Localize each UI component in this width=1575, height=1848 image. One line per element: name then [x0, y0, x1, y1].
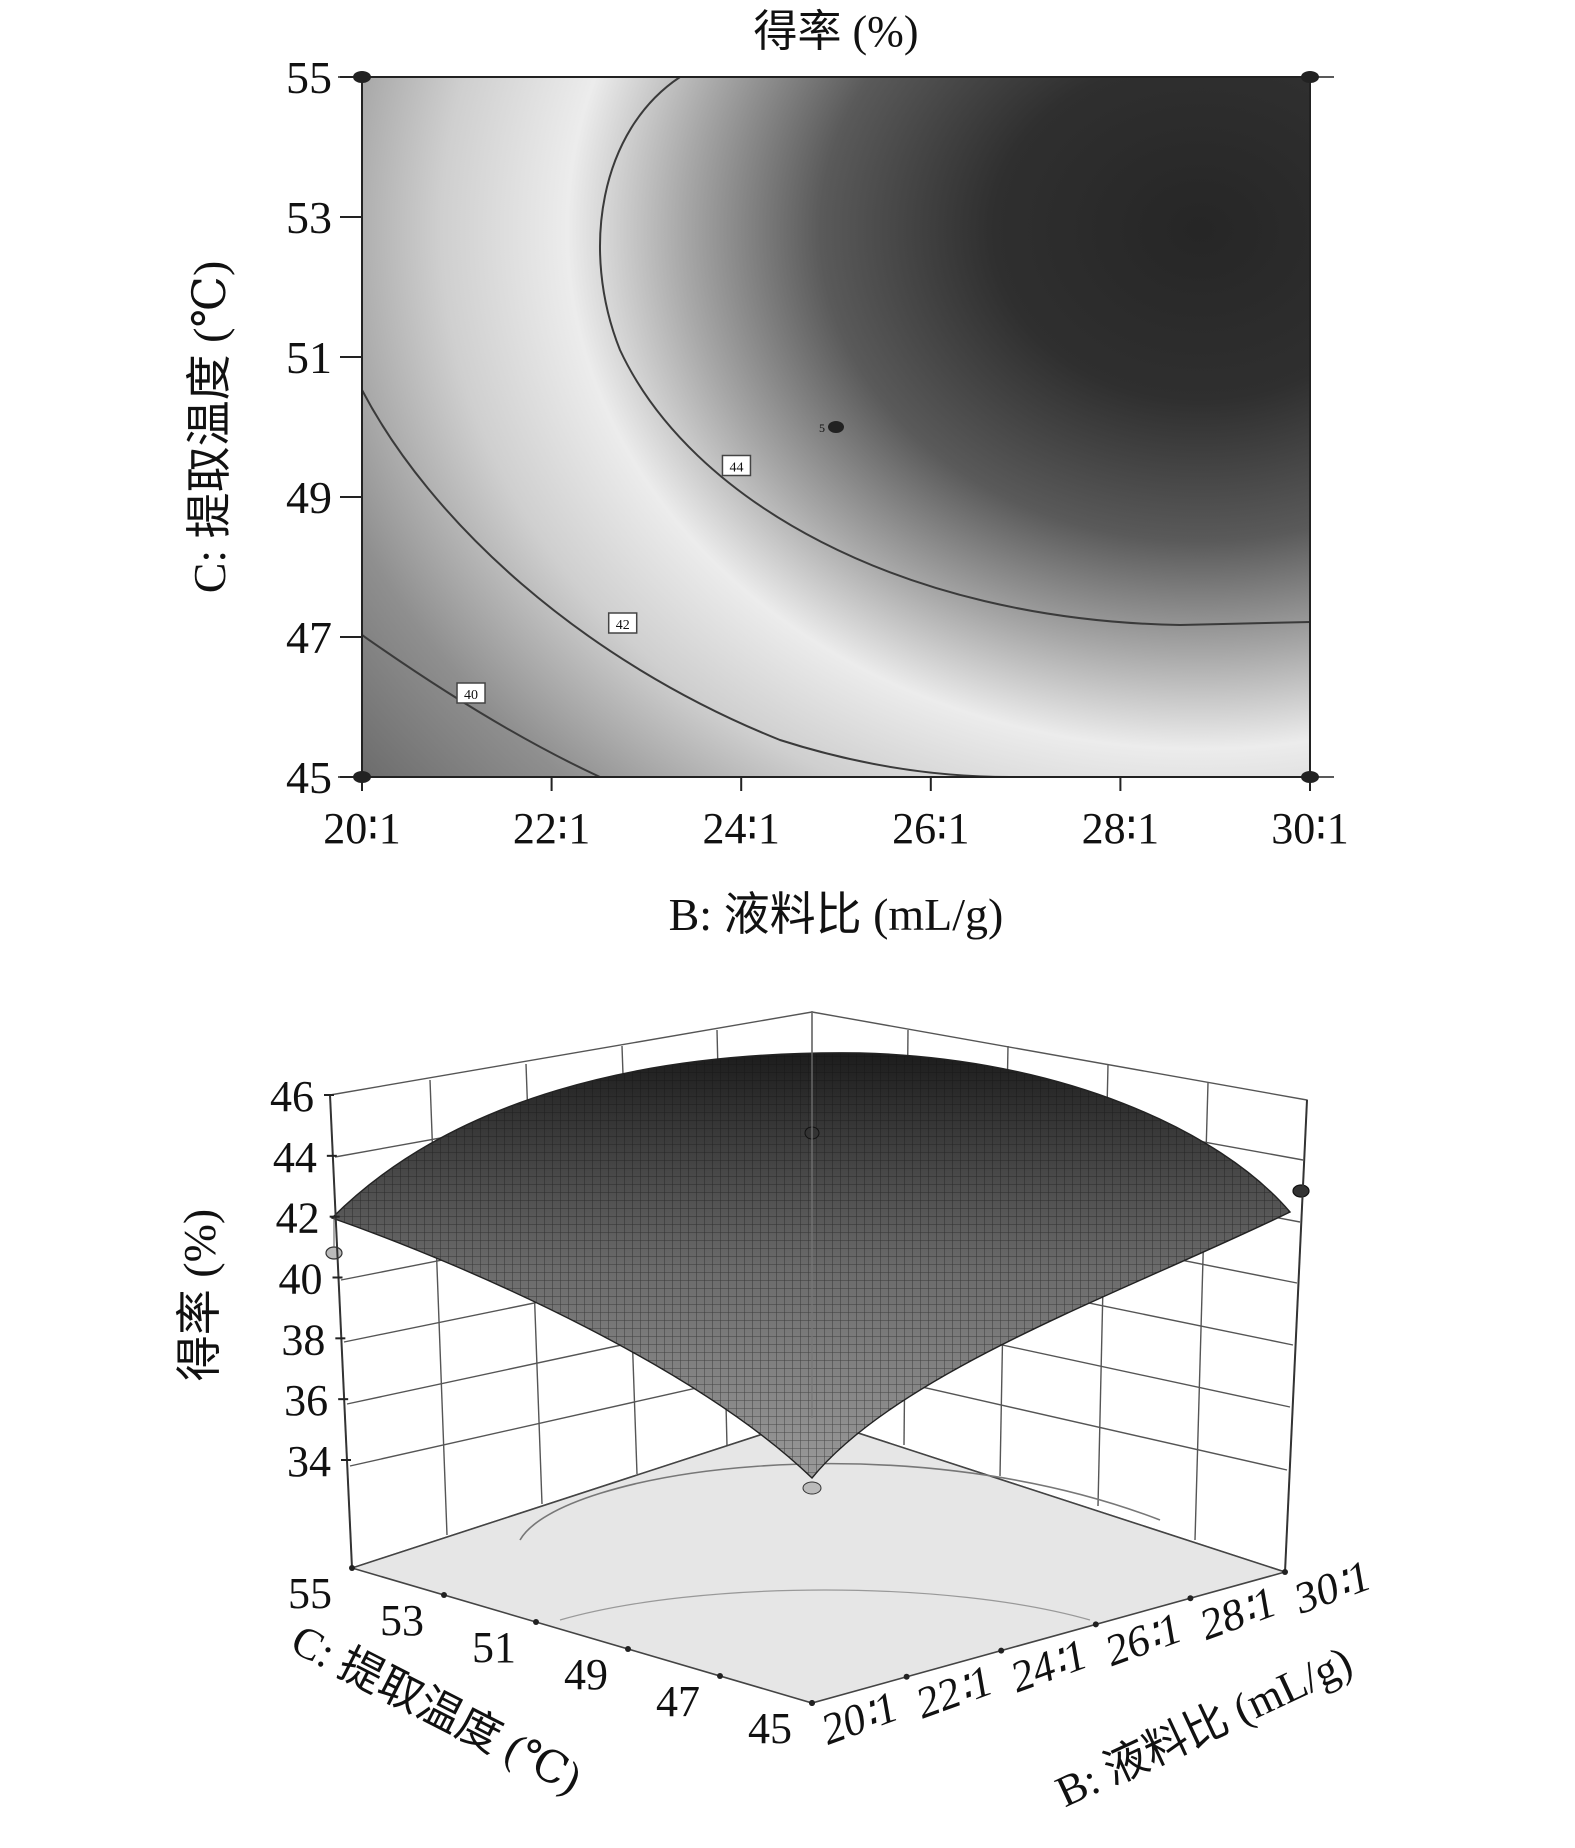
contour-frame [361, 76, 1311, 778]
svg-text:40: 40 [464, 688, 478, 703]
contour-y-tick-label: 49 [286, 472, 332, 523]
contour-x-axis: 20∶1 22∶1 24∶1 26∶1 28∶1 30∶1 [323, 777, 1349, 853]
contour-x-tick-label: 30∶1 [1271, 804, 1348, 853]
floor-contour-2 [559, 1589, 1091, 1621]
contour-y-tick-label: 53 [286, 192, 332, 243]
surface-z-tick-label: 46 [270, 1072, 314, 1121]
contour-line-42 [362, 389, 1011, 777]
contour-level-label-42: 42 [607, 612, 638, 634]
contour-center-point [828, 421, 844, 433]
response-surface [330, 1052, 1292, 1480]
surface-z-tick-label: 44 [273, 1133, 317, 1182]
surface-c-tick-label: 55 [288, 1569, 332, 1618]
contour-line-40 [362, 634, 601, 777]
surface-c-tick-label: 47 [656, 1677, 700, 1726]
surface-b-label: B: 液料比 (mL/g) [1048, 1637, 1359, 1817]
contour-x-tick-label: 20∶1 [323, 804, 400, 853]
surface-z-axis [329, 1094, 353, 1569]
surface-c-axis-ticks: 45 47 49 51 53 55 [288, 1565, 815, 1753]
surface-c-tick-label: 53 [380, 1596, 424, 1645]
surface-c-tick [441, 1592, 447, 1598]
contour-x-tick-label: 26∶1 [892, 804, 969, 853]
surface-z-tick-label: 38 [281, 1315, 325, 1364]
surface-right-edge [1284, 1099, 1308, 1573]
surface-z-tick-label: 40 [279, 1255, 323, 1304]
contour-y-tick-label: 51 [286, 332, 332, 383]
surface-z-tick-label: 34 [287, 1437, 331, 1486]
surface-z-axis-ticks: 34 36 38 40 42 44 46 [270, 1072, 351, 1486]
contour-y-tick-label: 47 [286, 612, 332, 663]
surface-z-tick-label: 36 [284, 1376, 328, 1425]
contour-y-tick-label: 45 [286, 752, 332, 803]
surface-point-front [802, 1481, 822, 1495]
contour-line-44 [599, 77, 1310, 627]
surface-c-tick [717, 1673, 723, 1679]
surface-b-tick [1092, 1621, 1099, 1628]
contour-x-tick-label: 24∶1 [702, 804, 779, 853]
contour-center-point-label: 5 [819, 421, 825, 435]
surface-point-left [325, 1246, 343, 1260]
surface-c-label: C: 提取温度 (℃) [284, 1615, 590, 1803]
surface-c-tick [625, 1646, 631, 1652]
contour-y-tick-label: 55 [286, 52, 332, 103]
svg-text:42: 42 [616, 618, 630, 633]
surface-b-tick [1187, 1595, 1194, 1602]
surface-c-tick [533, 1619, 539, 1625]
contour-level-label-44: 44 [721, 454, 752, 477]
svg-text:44: 44 [729, 461, 743, 476]
floor-contour-1 [519, 1462, 1161, 1541]
contour-y-label: C: 提取温度 (℃) [184, 261, 235, 594]
surface-b-tick-label: 30∶1 [1287, 1551, 1377, 1624]
surface-c-tick-label: 51 [472, 1623, 516, 1672]
surface-point-right [1292, 1184, 1310, 1198]
contour-title: 得率 (%) [754, 7, 919, 56]
surface-b-tick [998, 1647, 1005, 1654]
contour-chart: 得率 (%) 40 42 44 5 20∶1 22∶1 24∶1 26∶1 28∶1 30∶1… [184, 7, 1349, 940]
surface-c-tick-label: 49 [564, 1650, 608, 1699]
contour-x-tick-label: 28∶1 [1082, 804, 1159, 853]
contour-plot-area: 40 42 44 5 [338, 71, 1334, 783]
surface-c-tick [349, 1565, 355, 1571]
contour-x-label: B: 液料比 (mL/g) [669, 889, 1004, 940]
surface-z-tick-label: 42 [276, 1194, 320, 1243]
surface-z-label: 得率 (%) [174, 1209, 225, 1381]
contour-x-tick-label: 22∶1 [513, 804, 590, 853]
surface-b-tick [809, 1700, 815, 1706]
surface-b-tick [1282, 1569, 1288, 1575]
surface-b-tick [903, 1673, 910, 1680]
contour-level-label-40: 40 [456, 682, 486, 704]
contour-y-axis: 45 47 49 51 53 55 [286, 52, 362, 803]
surface-c-tick-label: 45 [748, 1704, 792, 1753]
